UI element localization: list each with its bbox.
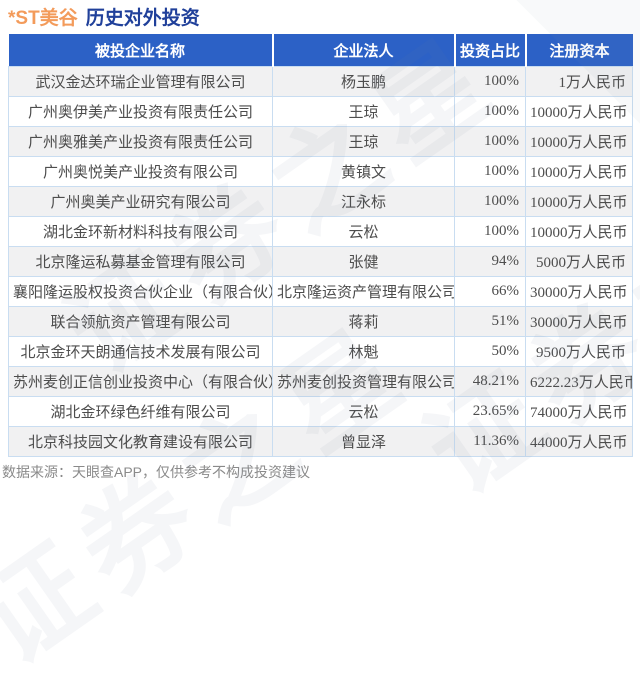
table-row: 北京科技园文化教育建设有限公司 曾显泽 11.36% 44000万人民币 xyxy=(8,426,633,457)
cell-company-name: 湖北金环绿色纤维有限公司 xyxy=(8,396,273,427)
investment-table: 被投企业名称 企业法人 投资占比 注册资本 武汉金达环瑞企业管理有限公司 杨玉鹏… xyxy=(8,34,633,457)
cell-investment-ratio: 100% xyxy=(454,66,526,97)
cell-company-name: 北京科技园文化教育建设有限公司 xyxy=(8,426,273,457)
header-company-name: 被投企业名称 xyxy=(8,34,273,67)
table-row: 北京金环天朗通信技术发展有限公司 林魁 50% 9500万人民币 xyxy=(8,336,633,367)
cell-registered-capital: 44000万人民币 xyxy=(525,426,633,457)
table-row: 襄阳隆运股权投资合伙企业（有限合伙） 北京隆运资产管理有限公司 66% 3000… xyxy=(8,276,633,307)
table-row: 湖北金环新材料科技有限公司 云松 100% 10000万人民币 xyxy=(8,216,633,247)
cell-legal-person: 蒋莉 xyxy=(272,306,455,337)
table-row: 广州奥悦美产业投资有限公司 黄镇文 100% 10000万人民币 xyxy=(8,156,633,187)
header-investment-ratio: 投资占比 xyxy=(453,34,526,67)
cell-company-name: 广州奥美产业研究有限公司 xyxy=(8,186,273,217)
cell-legal-person: 云松 xyxy=(272,396,455,427)
cell-legal-person: 北京隆运资产管理有限公司 xyxy=(272,276,455,307)
cell-registered-capital: 10000万人民币 xyxy=(525,216,633,247)
cell-registered-capital: 10000万人民币 xyxy=(525,186,633,217)
table-row: 联合领航资产管理有限公司 蒋莉 51% 30000万人民币 xyxy=(8,306,633,337)
cell-investment-ratio: 94% xyxy=(454,246,526,277)
cell-registered-capital: 10000万人民币 xyxy=(525,96,633,127)
table-row: 湖北金环绿色纤维有限公司 云松 23.65% 74000万人民币 xyxy=(8,396,633,427)
section-title-label: 历史对外投资 xyxy=(85,8,200,29)
table-row: 北京隆运私募基金管理有限公司 张健 94% 5000万人民币 xyxy=(8,246,633,277)
cell-legal-person: 云松 xyxy=(272,216,455,247)
table-row: 广州奥雅美产业投资有限责任公司 王琼 100% 10000万人民币 xyxy=(8,126,633,157)
cell-company-name: 苏州麦创正信创业投资中心（有限合伙） xyxy=(8,366,273,397)
stock-code-label: *ST美谷 xyxy=(8,8,78,29)
cell-legal-person: 张健 xyxy=(272,246,455,277)
table-row: 苏州麦创正信创业投资中心（有限合伙） 苏州麦创投资管理有限公司 48.21% 6… xyxy=(8,366,633,397)
cell-legal-person: 黄镇文 xyxy=(272,156,455,187)
cell-legal-person: 曾显泽 xyxy=(272,426,455,457)
cell-registered-capital: 30000万人民币 xyxy=(525,306,633,337)
cell-company-name: 武汉金达环瑞企业管理有限公司 xyxy=(8,66,273,97)
cell-company-name: 广州奥伊美产业投资有限责任公司 xyxy=(8,96,273,127)
cell-legal-person: 杨玉鹏 xyxy=(272,66,455,97)
cell-company-name: 北京隆运私募基金管理有限公司 xyxy=(8,246,273,277)
cell-registered-capital: 74000万人民币 xyxy=(525,396,633,427)
cell-investment-ratio: 100% xyxy=(454,156,526,187)
cell-company-name: 湖北金环新材料科技有限公司 xyxy=(8,216,273,247)
cell-registered-capital: 6222.23万人民币 xyxy=(525,366,633,397)
cell-registered-capital: 10000万人民币 xyxy=(525,126,633,157)
data-source-note: 数据来源：天眼查APP，仅供参考不构成投资建议 xyxy=(2,464,311,480)
cell-company-name: 北京金环天朗通信技术发展有限公司 xyxy=(8,336,273,367)
table-row: 广州奥美产业研究有限公司 江永标 100% 10000万人民币 xyxy=(8,186,633,217)
cell-registered-capital: 10000万人民币 xyxy=(525,156,633,187)
table-body: 武汉金达环瑞企业管理有限公司 杨玉鹏 100% 1万人民币 广州奥伊美产业投资有… xyxy=(8,66,633,457)
cell-investment-ratio: 50% xyxy=(454,336,526,367)
table-row: 广州奥伊美产业投资有限责任公司 王琼 100% 10000万人民币 xyxy=(8,96,633,127)
cell-legal-person: 林魁 xyxy=(272,336,455,367)
header-legal-person: 企业法人 xyxy=(271,34,455,67)
table-header-row: 被投企业名称 企业法人 投资占比 注册资本 xyxy=(8,34,633,67)
cell-investment-ratio: 48.21% xyxy=(454,366,526,397)
cell-registered-capital: 5000万人民币 xyxy=(525,246,633,277)
cell-investment-ratio: 66% xyxy=(454,276,526,307)
cell-company-name: 广州奥悦美产业投资有限公司 xyxy=(8,156,273,187)
cell-investment-ratio: 11.36% xyxy=(454,426,526,457)
cell-investment-ratio: 51% xyxy=(454,306,526,337)
cell-investment-ratio: 100% xyxy=(454,186,526,217)
cell-legal-person: 王琼 xyxy=(272,96,455,127)
cell-company-name: 襄阳隆运股权投资合伙企业（有限合伙） xyxy=(8,276,273,307)
table-row: 武汉金达环瑞企业管理有限公司 杨玉鹏 100% 1万人民币 xyxy=(8,66,633,97)
cell-company-name: 联合领航资产管理有限公司 xyxy=(8,306,273,337)
cell-investment-ratio: 100% xyxy=(454,216,526,247)
cell-investment-ratio: 100% xyxy=(454,96,526,127)
header-registered-capital: 注册资本 xyxy=(524,34,633,67)
cell-legal-person: 王琼 xyxy=(272,126,455,157)
cell-registered-capital: 9500万人民币 xyxy=(525,336,633,367)
cell-legal-person: 江永标 xyxy=(272,186,455,217)
cell-investment-ratio: 100% xyxy=(454,126,526,157)
cell-company-name: 广州奥雅美产业投资有限责任公司 xyxy=(8,126,273,157)
page-title: *ST美谷 历史对外投资 xyxy=(8,6,640,34)
cell-investment-ratio: 23.65% xyxy=(454,396,526,427)
cell-registered-capital: 1万人民币 xyxy=(525,66,633,97)
cell-legal-person: 苏州麦创投资管理有限公司 xyxy=(272,366,455,397)
cell-registered-capital: 30000万人民币 xyxy=(525,276,633,307)
